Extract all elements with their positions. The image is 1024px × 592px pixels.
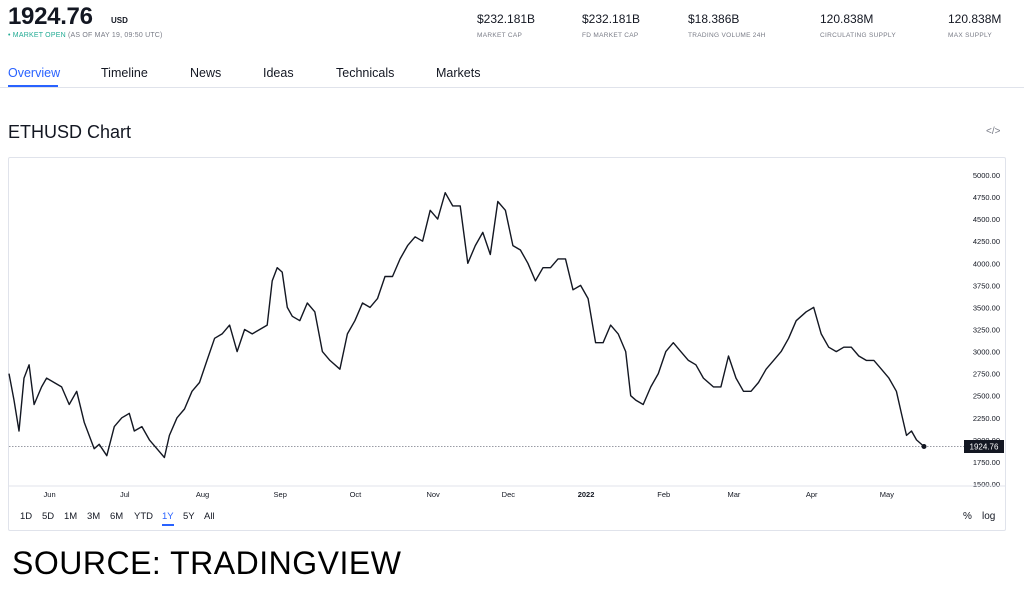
percent-scale-toggle[interactable]: % bbox=[963, 511, 972, 522]
range-1m-button[interactable]: 1M bbox=[64, 511, 78, 522]
range-1d-button[interactable]: 1D bbox=[20, 511, 33, 522]
currency-code: USD bbox=[111, 16, 128, 25]
last-price-label: 1924.76 bbox=[964, 439, 1004, 453]
current-price: 1924.76 bbox=[8, 3, 93, 30]
x-tick-label: Oct bbox=[350, 490, 363, 499]
source-caption: SOURCE: TRADINGVIEW bbox=[12, 545, 402, 581]
y-tick-label: 4250.00 bbox=[973, 237, 1000, 246]
stat-value: 120.838M bbox=[820, 12, 874, 26]
y-tick-label: 3750.00 bbox=[973, 281, 1000, 290]
x-tick-label: Jul bbox=[120, 490, 130, 499]
stat-label: MAX SUPPLY bbox=[948, 32, 993, 39]
stat-label: TRADING VOLUME 24H bbox=[688, 32, 766, 39]
market-open-indicator: • MARKET OPEN bbox=[8, 32, 66, 39]
range-5y-button[interactable]: 5Y bbox=[183, 511, 195, 522]
stat-circulating-supply: 120.838M CIRCULATING SUPPLY bbox=[820, 12, 896, 39]
asset-header: 1924.76 USD • MARKET OPEN (AS OF MAY 19,… bbox=[0, 0, 1024, 56]
x-tick-label: May bbox=[880, 490, 894, 499]
tab-timeline[interactable]: Timeline bbox=[101, 66, 148, 80]
y-tick-label: 4500.00 bbox=[973, 215, 1000, 224]
y-tick-label: 3500.00 bbox=[973, 303, 1000, 312]
series-line bbox=[8, 192, 925, 459]
tab-ideas[interactable]: Ideas bbox=[263, 66, 294, 80]
stat-label: CIRCULATING SUPPLY bbox=[820, 32, 896, 39]
price-chart[interactable]: 5000.00 4750.00 4500.00 4250.00 4000.00 3750.… bbox=[0, 0, 1024, 540]
last-price-point bbox=[921, 443, 927, 449]
tab-news[interactable]: News bbox=[190, 66, 222, 80]
y-tick-label: 1750.00 bbox=[973, 458, 1000, 467]
range-6m-button[interactable]: 6M bbox=[110, 511, 124, 522]
active-range-indicator bbox=[162, 524, 174, 526]
y-tick-label: 3000.00 bbox=[973, 348, 1000, 357]
tab-overview[interactable]: Overview bbox=[8, 66, 61, 80]
x-tick-label: Mar bbox=[727, 490, 740, 499]
last-price-label-text: 1924.76 bbox=[970, 442, 999, 451]
x-tick-label: Jun bbox=[44, 490, 56, 499]
stat-label: MARKET CAP bbox=[477, 32, 523, 39]
y-tick-label: 4000.00 bbox=[973, 259, 1000, 268]
y-tick-label: 4750.00 bbox=[973, 193, 1000, 202]
chart-title: ETHUSD Chart bbox=[8, 122, 132, 142]
y-tick-label: 1500.00 bbox=[973, 480, 1000, 489]
stat-trading-volume: $18.386B TRADING VOLUME 24H bbox=[688, 12, 766, 39]
stat-max-supply: 120.838M MAX SUPPLY bbox=[948, 12, 1001, 39]
tab-bar: Overview Timeline News Ideas Technicals … bbox=[0, 60, 1024, 88]
x-tick-label: Feb bbox=[657, 490, 670, 499]
y-tick-label: 2250.00 bbox=[973, 414, 1000, 423]
range-all-button[interactable]: All bbox=[204, 511, 215, 522]
x-tick-label: 2022 bbox=[578, 490, 595, 499]
stat-value: 120.838M bbox=[948, 12, 1002, 26]
stat-fd-market-cap: $232.181B FD MARKET CAP bbox=[582, 12, 640, 39]
range-1y-button[interactable]: 1Y bbox=[162, 511, 174, 522]
y-tick-label: 5000.00 bbox=[973, 171, 1000, 180]
range-5d-button[interactable]: 5D bbox=[42, 511, 55, 522]
x-tick-label: Sep bbox=[274, 490, 287, 499]
code-embed-icon[interactable]: </> bbox=[986, 126, 1001, 137]
chart-container bbox=[8, 157, 1006, 531]
y-tick-label: 2750.00 bbox=[973, 370, 1000, 379]
stat-value: $232.181B bbox=[477, 12, 536, 26]
tab-technicals[interactable]: Technicals bbox=[336, 66, 395, 80]
active-tab-indicator bbox=[8, 85, 58, 87]
y-tick-label: 3250.00 bbox=[973, 326, 1000, 335]
x-axis: Jun Jul Aug Sep Oct Nov Dec 2022 Feb Mar Apr May bbox=[44, 490, 895, 499]
x-tick-label: Apr bbox=[806, 490, 818, 499]
range-3m-button[interactable]: 3M bbox=[87, 511, 101, 522]
as-of-timestamp: (AS OF MAY 19, 09:50 UTC) bbox=[67, 32, 163, 39]
market-status: • MARKET OPEN (AS OF MAY 19, 09:50 UTC) bbox=[8, 32, 163, 39]
log-scale-toggle[interactable]: log bbox=[982, 511, 996, 522]
stat-value: $232.181B bbox=[582, 12, 641, 26]
stat-label: FD MARKET CAP bbox=[582, 32, 639, 39]
range-ytd-button[interactable]: YTD bbox=[134, 511, 153, 522]
x-tick-label: Nov bbox=[426, 490, 440, 499]
x-tick-label: Dec bbox=[502, 490, 516, 499]
stat-value: $18.386B bbox=[688, 12, 740, 26]
stat-market-cap: $232.181B MARKET CAP bbox=[477, 12, 535, 39]
x-tick-label: Aug bbox=[196, 490, 209, 499]
tab-markets[interactable]: Markets bbox=[436, 66, 481, 80]
y-tick-label: 2500.00 bbox=[973, 392, 1000, 401]
